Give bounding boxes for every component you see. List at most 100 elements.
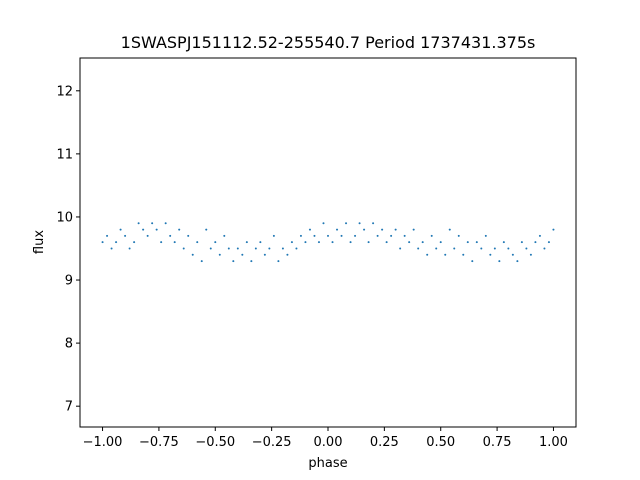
y-tick-label: 12 bbox=[56, 84, 73, 99]
data-point bbox=[390, 234, 393, 237]
data-point bbox=[290, 241, 293, 244]
data-point bbox=[376, 234, 379, 237]
data-point bbox=[489, 253, 492, 256]
data-point bbox=[336, 228, 339, 231]
data-point bbox=[520, 241, 523, 244]
x-tick-label: −0.50 bbox=[195, 435, 235, 450]
data-point bbox=[367, 241, 370, 244]
data-point bbox=[331, 241, 334, 244]
data-point bbox=[426, 253, 429, 256]
data-point bbox=[295, 247, 298, 250]
data-point bbox=[516, 260, 519, 263]
data-point bbox=[493, 247, 496, 250]
data-point bbox=[178, 228, 181, 231]
data-point bbox=[155, 228, 158, 231]
data-point bbox=[137, 222, 140, 225]
data-point bbox=[268, 247, 271, 250]
data-point bbox=[507, 247, 510, 250]
x-tick-label: 0.25 bbox=[370, 435, 399, 450]
data-point bbox=[399, 247, 402, 250]
data-point bbox=[106, 234, 109, 237]
data-point bbox=[412, 228, 415, 231]
data-point bbox=[259, 241, 262, 244]
data-point bbox=[552, 228, 555, 231]
data-point bbox=[263, 253, 266, 256]
data-point bbox=[191, 253, 194, 256]
data-point bbox=[480, 247, 483, 250]
data-point bbox=[308, 228, 311, 231]
y-axis-ticks: 7 8 9 10 11 12 bbox=[56, 84, 80, 415]
data-point bbox=[286, 253, 289, 256]
data-point bbox=[223, 234, 226, 237]
data-point bbox=[372, 222, 375, 225]
data-point bbox=[250, 260, 253, 263]
data-point bbox=[484, 234, 487, 237]
data-point bbox=[124, 234, 127, 237]
x-tick-label: 0.00 bbox=[314, 435, 343, 450]
data-point bbox=[403, 234, 406, 237]
data-point bbox=[439, 241, 442, 244]
data-point bbox=[277, 260, 280, 263]
data-point bbox=[115, 241, 118, 244]
data-point bbox=[511, 253, 514, 256]
x-tick-label: 0.75 bbox=[483, 435, 512, 450]
data-point bbox=[173, 241, 176, 244]
data-point bbox=[349, 241, 352, 244]
data-point bbox=[214, 241, 217, 244]
data-point bbox=[525, 247, 528, 250]
data-point bbox=[313, 234, 316, 237]
data-point bbox=[534, 241, 537, 244]
data-point bbox=[358, 222, 361, 225]
data-point bbox=[448, 228, 451, 231]
data-point bbox=[498, 260, 501, 263]
data-point bbox=[227, 247, 230, 250]
data-point bbox=[299, 234, 302, 237]
data-point bbox=[151, 222, 154, 225]
data-point bbox=[327, 234, 329, 237]
data-point bbox=[232, 260, 235, 263]
x-tick-label: −0.25 bbox=[252, 435, 292, 450]
data-point bbox=[182, 247, 185, 250]
data-point bbox=[475, 241, 478, 244]
data-point bbox=[218, 253, 221, 256]
data-point bbox=[187, 234, 190, 237]
data-point bbox=[381, 228, 384, 231]
data-point bbox=[142, 228, 145, 231]
data-point bbox=[394, 228, 397, 231]
data-point bbox=[435, 247, 438, 250]
x-tick-label: −1.00 bbox=[83, 435, 123, 450]
data-point bbox=[417, 247, 420, 250]
x-axis-label: phase bbox=[308, 456, 347, 471]
data-point bbox=[457, 234, 460, 237]
x-tick-label: 0.50 bbox=[426, 435, 455, 450]
data-point bbox=[146, 234, 149, 237]
data-point bbox=[169, 234, 172, 237]
y-tick-label: 11 bbox=[56, 147, 73, 162]
x-tick-label: −0.75 bbox=[139, 435, 179, 450]
data-point bbox=[430, 234, 433, 237]
data-point bbox=[471, 260, 474, 263]
data-point bbox=[538, 234, 541, 237]
x-axis-ticks: −1.00 −0.75 −0.50 −0.25 0.00 0.25 0.50 0.75 1.00 bbox=[83, 427, 568, 450]
data-point bbox=[241, 253, 244, 256]
data-point bbox=[462, 253, 465, 256]
data-point bbox=[444, 253, 447, 256]
data-point bbox=[110, 247, 113, 250]
data-point bbox=[128, 247, 131, 250]
y-tick-label: 8 bbox=[65, 337, 73, 352]
data-point bbox=[205, 228, 208, 231]
data-point bbox=[236, 247, 239, 250]
data-point bbox=[547, 241, 550, 244]
data-point bbox=[345, 222, 348, 225]
data-point bbox=[200, 260, 203, 263]
data-point bbox=[363, 228, 366, 231]
data-point bbox=[254, 247, 257, 250]
data-point bbox=[281, 247, 284, 250]
data-point bbox=[453, 247, 456, 250]
y-tick-label: 7 bbox=[65, 400, 73, 415]
data-point bbox=[304, 241, 307, 244]
y-axis-label: flux bbox=[32, 230, 47, 254]
data-point bbox=[502, 241, 505, 244]
